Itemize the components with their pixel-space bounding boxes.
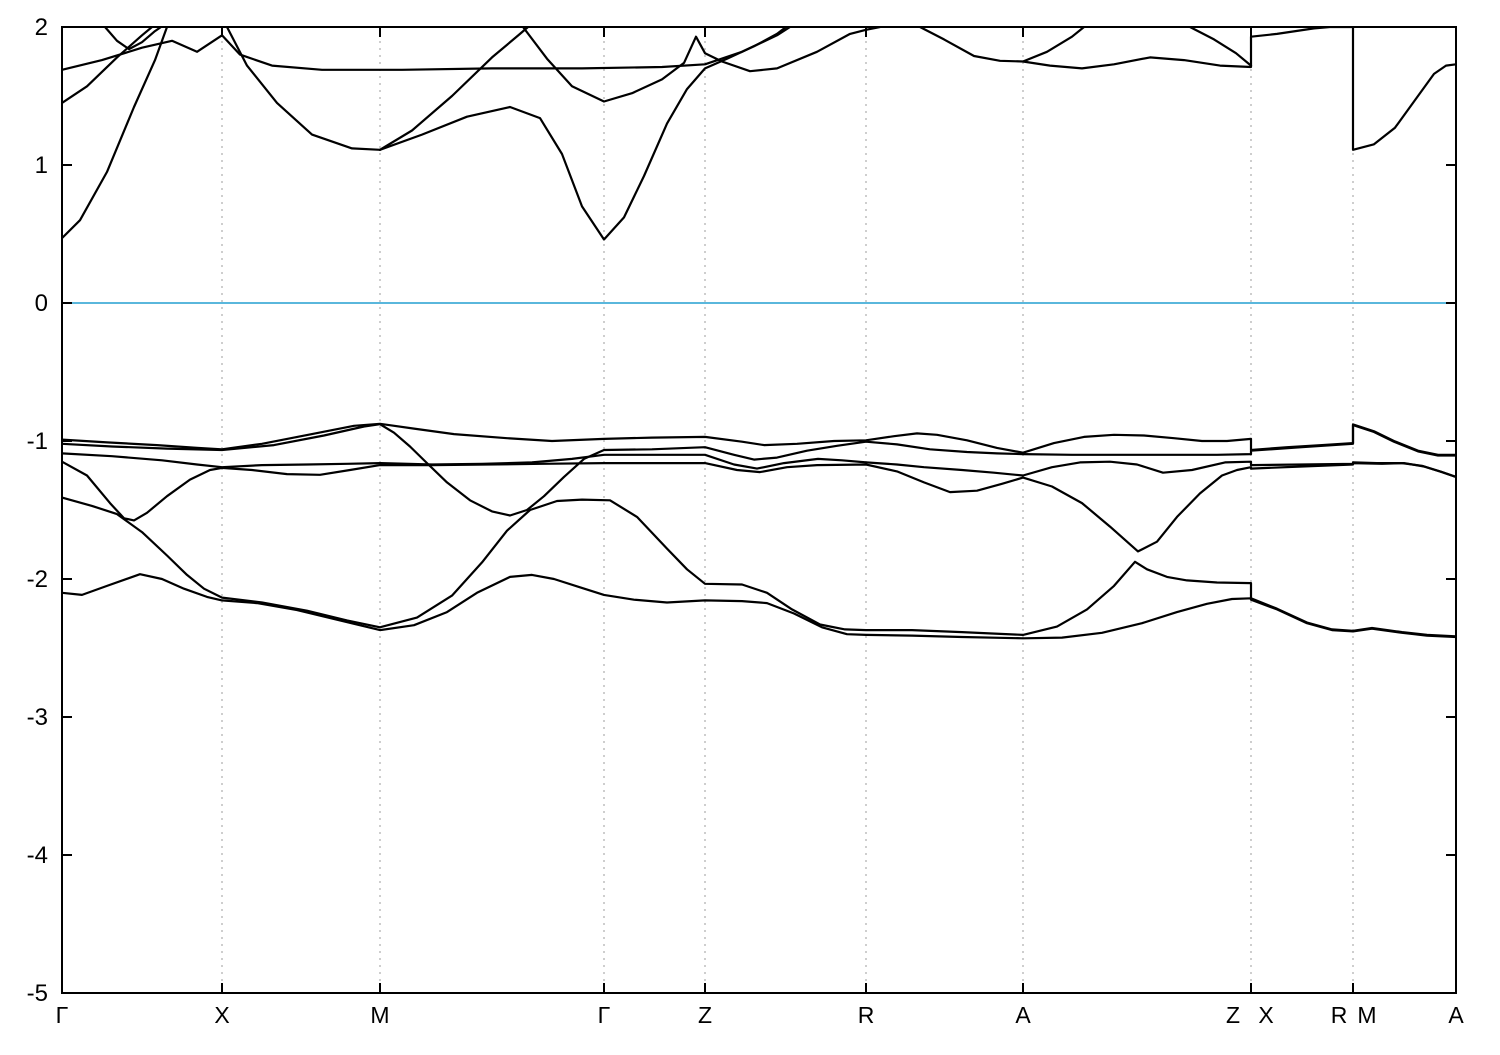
y-tick-label: -5 <box>27 980 48 1007</box>
band-line-conduction-5 <box>225 26 382 151</box>
band-line-conduction-6 <box>378 26 530 151</box>
x-axis-label: Z <box>698 1002 712 1028</box>
band-line-conduction-1 <box>61 26 169 240</box>
band-line-valence-3 <box>61 452 1457 478</box>
band-line-conduction-7 <box>521 26 882 103</box>
band-line-conduction-4 <box>103 26 163 51</box>
x-axis-label: M <box>1357 1002 1376 1028</box>
x-axis-label: R <box>1331 1002 1348 1028</box>
y-tick-label: 2 <box>35 14 48 41</box>
x-axis-label: X <box>1258 1002 1273 1028</box>
band-line-conduction-9 <box>918 26 1457 151</box>
y-tick-label: -4 <box>27 842 48 869</box>
x-axis-label: Z <box>1226 1002 1240 1028</box>
y-tick-label: -1 <box>27 428 48 455</box>
band-line-conduction-8 <box>378 26 788 241</box>
band-line-valence-2 <box>61 423 1457 517</box>
x-axis-label: Γ <box>56 1002 69 1028</box>
band-line-valence-6 <box>61 573 1457 640</box>
band-line-conduction-2 <box>61 26 154 105</box>
x-axis-label: Γ <box>598 1002 611 1028</box>
x-axis-label: A <box>1015 1002 1031 1028</box>
x-axis-label: R <box>858 1002 875 1028</box>
y-tick-label: -3 <box>27 704 48 731</box>
plot-border <box>61 26 1457 994</box>
y-tick-label: -2 <box>27 566 48 593</box>
x-axis-label: X <box>214 1002 229 1028</box>
band-line-valence-5 <box>61 496 1457 639</box>
band-line-valence-4 <box>61 460 1457 553</box>
band-line-conduction-10 <box>1021 26 1086 63</box>
x-axis-label: M <box>370 1002 389 1028</box>
band-line-conduction-11 <box>1188 26 1253 67</box>
y-tick-label: 1 <box>35 152 48 179</box>
y-tick-label: 0 <box>35 290 48 317</box>
x-axis-label: A <box>1448 1002 1464 1028</box>
